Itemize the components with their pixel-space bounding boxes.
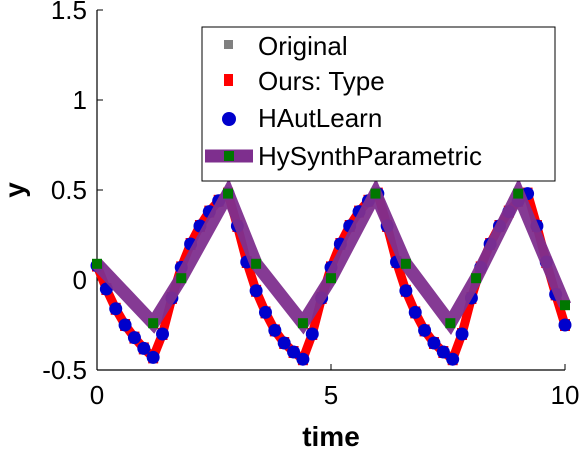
legend-swatch-hautlearn (222, 112, 236, 126)
legend-label-hysynth: HySynthParametric (258, 141, 482, 171)
y-tick-label: -0.5 (42, 355, 87, 385)
series-point-hysynth (400, 258, 411, 269)
x-axis-title: time (302, 421, 360, 451)
series-point-hautlearn (146, 350, 160, 364)
series-point-hautlearn (427, 336, 441, 350)
series-point-hautlearn (287, 345, 301, 359)
series-point-hautlearn (268, 323, 282, 337)
series-point-hautlearn (249, 284, 263, 298)
legend: Original Ours: Type HAutLearn HySynthPar… (201, 26, 556, 182)
series-point-hautlearn (446, 352, 460, 366)
series-point-hautlearn (399, 284, 413, 298)
series-point-hysynth (326, 273, 336, 284)
series-point-hautlearn (118, 318, 132, 332)
series-point-hautlearn (137, 341, 151, 355)
y-tick-label: 1 (73, 85, 87, 115)
y-tick-label: 0 (73, 265, 87, 295)
x-tick-label: 5 (324, 380, 338, 410)
series-point-hautlearn (558, 318, 572, 332)
series-point-hysynth (513, 188, 524, 199)
series-point-hysynth (471, 273, 482, 284)
legend-label-original: Original (258, 31, 348, 61)
series-point-hautlearn (258, 305, 272, 319)
series-point-hysynth (370, 188, 381, 199)
series-point-hautlearn (127, 331, 141, 345)
x-tick-label: 0 (90, 380, 104, 410)
series-point-hysynth (251, 258, 262, 269)
y-axis-title: y (0, 182, 30, 198)
series-point-hautlearn (436, 345, 450, 359)
series-point-hautlearn (277, 336, 291, 350)
series-point-hysynth (92, 258, 102, 269)
series-point-hautlearn (455, 327, 469, 341)
axis-ticks: -0.500.511.50 5 10 (42, 0, 579, 410)
legend-box (201, 26, 556, 182)
legend-label-ours-type: Ours: Type (258, 66, 385, 96)
series-point-hautlearn (109, 302, 123, 316)
x-tick-label: 10 (551, 380, 580, 410)
series-layer (90, 177, 572, 366)
series-point-hysynth (560, 300, 570, 311)
series-point-hysynth (297, 318, 308, 329)
series-point-hautlearn (418, 323, 432, 337)
y-tick-label: 1.5 (51, 0, 87, 25)
series-point-hautlearn (305, 327, 319, 341)
series-point-hysynth (176, 273, 187, 284)
series-point-hautlearn (156, 327, 170, 341)
series-point-hysynth (148, 318, 159, 329)
legend-swatch-original (224, 40, 233, 49)
legend-swatch-ours-type (224, 74, 233, 86)
series-point-hautlearn (408, 305, 422, 319)
series-point-hautlearn (296, 352, 310, 366)
legend-swatch-hysynth-marker (224, 151, 234, 161)
series-point-hysynth (445, 318, 456, 329)
y-tick-label: 0.5 (51, 175, 87, 205)
series-point-hysynth (223, 188, 234, 199)
legend-label-hautlearn: HAutLearn (258, 103, 382, 133)
